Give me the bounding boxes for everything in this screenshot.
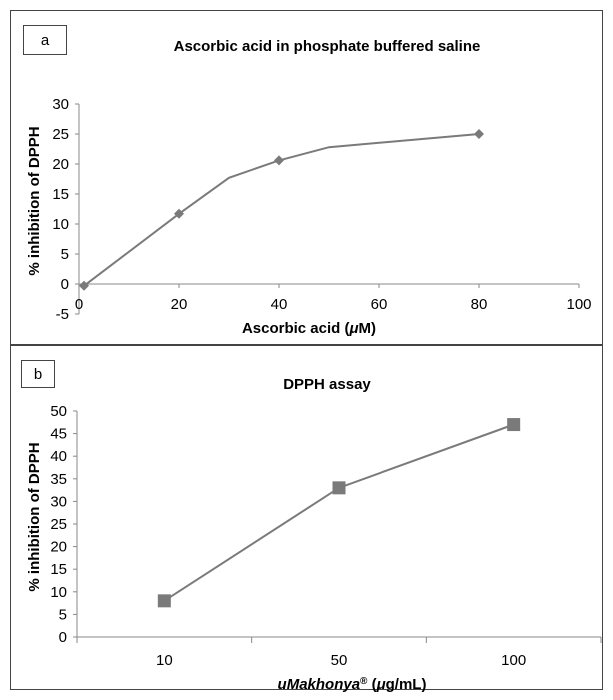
chart-b-ytick-label: 5 [59,606,67,623]
chart-b-ytick-label: 10 [50,584,67,601]
chart-b-ytick-label: 40 [50,448,67,465]
chart-a-xtick-label: 40 [271,296,288,313]
chart-b-ytick-label: 0 [59,629,67,646]
panel-label-a: a [23,25,67,55]
chart-b-ytick-label: 15 [50,561,67,578]
chart-b-data-point [332,481,346,495]
chart-b-title: DPPH assay [283,376,371,393]
chart-a-series-line [83,133,480,287]
chart-a-ytick-label: 0 [61,276,69,293]
chart-panel-b: b DPPH assay % inhibition of DPPH uMakho… [10,345,603,694]
chart-a-ytick-label: 10 [52,216,69,233]
chart-a-data-point [174,208,184,219]
chart-a-ytick-label: 15 [52,186,69,203]
chart-a-ytick-label: 25 [52,126,69,143]
chart-a-xtick-label: 60 [371,296,388,313]
chart-a-ytick-label: 30 [52,96,69,113]
chart-a-data-point [474,129,484,139]
chart-a-xtick-label: 100 [566,296,591,313]
chart-b-ytick-label: 35 [50,471,67,488]
chart-a-xtick-label: 0 [75,296,83,313]
chart-b-ytick-label: 30 [50,493,67,510]
chart-b-data-point [507,418,521,432]
chart-b-ytick-label: 45 [50,426,67,443]
chart-a-xtick-label: 80 [471,296,488,313]
chart-a-xtick-label: 20 [171,296,188,313]
chart-panel-a: a Ascorbic acid in phosphate buffered sa… [10,10,603,345]
chart-a-svg: Ascorbic acid in phosphate buffered sali… [26,38,592,337]
chart-a-xlabel: Ascorbic acid (μM) [242,320,376,337]
chart-a-data-point [79,280,89,291]
chart-b-ytick-label: 25 [50,516,67,533]
chart-b-ylabel: % inhibition of DPPH [26,442,43,591]
chart-a-ytick-label: 5 [61,246,69,263]
chart-b-ytick-label: 50 [50,403,67,420]
chart-b-svg: DPPH assay % inhibition of DPPH uMakhony… [26,376,602,694]
chart-a-data-point [274,155,284,166]
chart-b-series-line [163,423,515,602]
chart-a-ytick-label: 20 [52,156,69,173]
chart-b-data-point [157,594,171,608]
chart-b-ytick-label: 20 [50,539,67,556]
chart-b-xtick-label: 10 [156,652,173,669]
chart-b-xlabel: uMakhonya® (μg/mL) [278,676,427,694]
chart-a-ylabel: % inhibition of DPPH [26,126,43,275]
chart-b-xtick-label: 50 [331,652,348,669]
chart-b-xtick-label: 100 [501,652,526,669]
chart-a-title: Ascorbic acid in phosphate buffered sali… [174,38,481,55]
chart-a-ytick-label: -5 [56,306,69,323]
panel-label-b: b [21,360,55,388]
